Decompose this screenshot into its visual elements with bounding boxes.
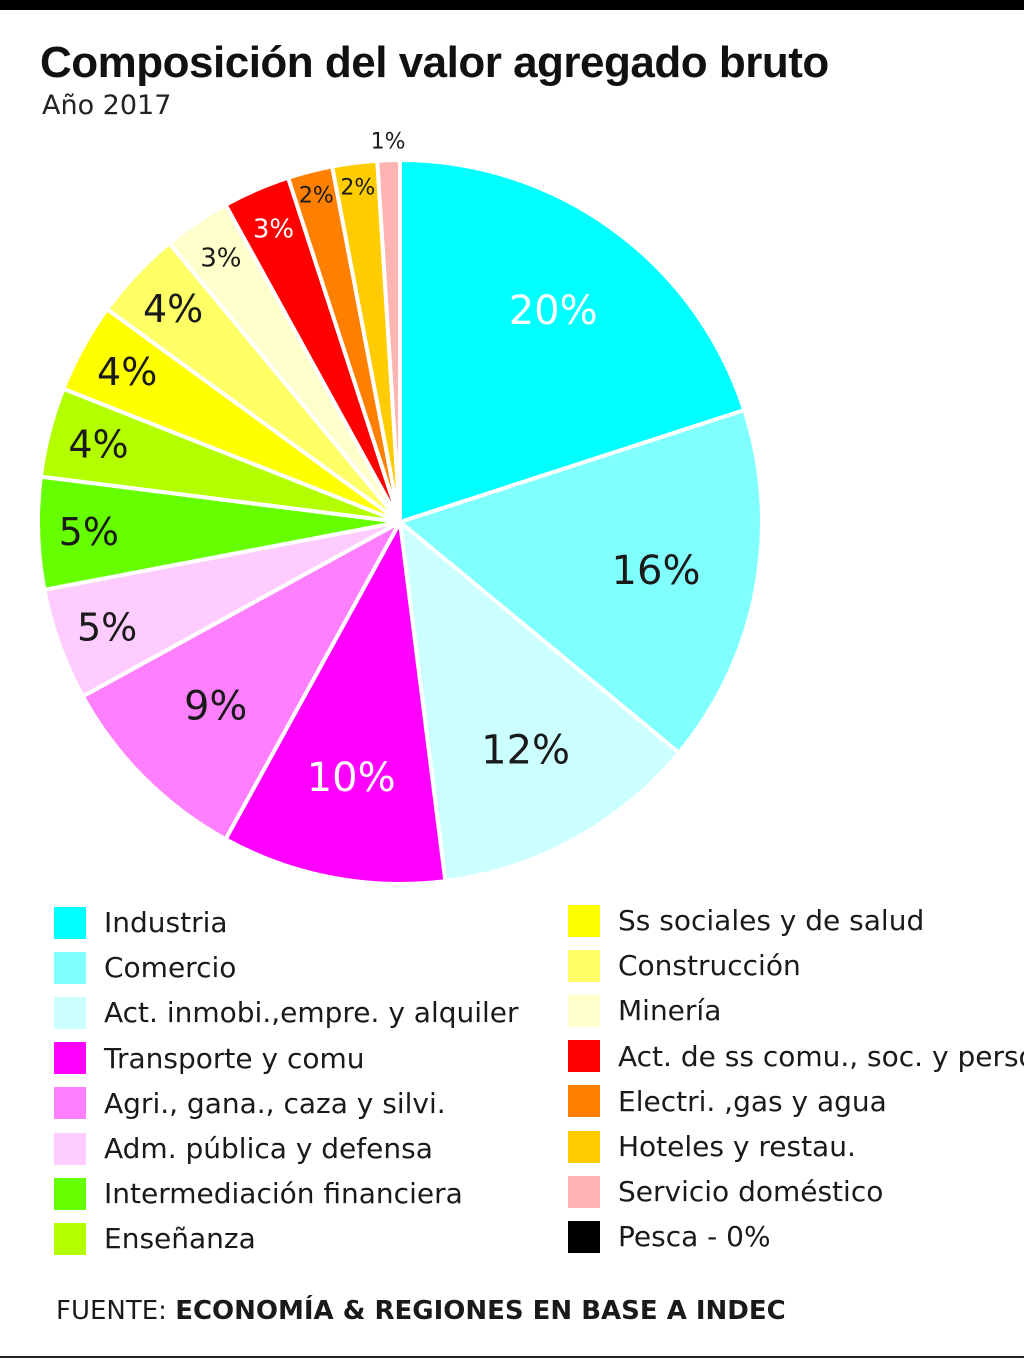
legend-swatch	[568, 904, 600, 937]
pie-slice	[398, 520, 681, 884]
pie-slice	[375, 157, 402, 524]
bottom-rule	[0, 1356, 1024, 1358]
legend-item: Enseñanza	[54, 1222, 256, 1255]
slice-value-label: 20%	[509, 288, 598, 334]
legend-swatch	[54, 1087, 86, 1120]
legend-swatch	[54, 996, 86, 1029]
chart-subtitle: Año 2017	[42, 90, 172, 121]
legend-label: Construcción	[618, 949, 801, 983]
source-text: ECONOMÍA & REGIONES EN BASE A INDEC	[175, 1296, 786, 1326]
legend-item: Adm. pública y defensa	[54, 1132, 433, 1165]
legend-swatch	[568, 949, 600, 982]
source-note: FUENTE: ECONOMÍA & REGIONES EN BASE A IN…	[56, 1296, 786, 1326]
legend-item: Servicio doméstico	[568, 1175, 883, 1208]
legend-swatch	[568, 1040, 600, 1073]
legend-item: Act. de ss comu., soc. y personales	[568, 1040, 1024, 1073]
legend-swatch	[54, 1177, 86, 1210]
legend-swatch	[568, 1220, 600, 1253]
pie-slice	[80, 520, 402, 842]
legend-label: Minería	[618, 994, 722, 1028]
legend-item: Intermediación financiera	[54, 1177, 463, 1210]
legend-item: Electri. ,gas y agua	[568, 1085, 887, 1118]
source-prefix: FUENTE:	[56, 1296, 176, 1326]
legend-label: Pesca - 0%	[618, 1220, 771, 1254]
legend-label: Act. de ss comu., soc. y personales	[618, 1039, 1024, 1073]
legend-swatch	[568, 1130, 600, 1163]
legend-label: Hoteles y restau.	[618, 1130, 856, 1163]
legend-swatch	[568, 994, 600, 1027]
legend-item: Industria	[54, 906, 228, 939]
slice-value-label: 10%	[307, 755, 396, 801]
slice-value-label: 2%	[299, 183, 334, 208]
legend-label: Agri., gana., caza y silvi.	[104, 1086, 446, 1120]
slice-value-label: 12%	[481, 727, 570, 773]
legend-item: Ss sociales y de salud	[568, 904, 924, 937]
legend-label: Servicio doméstico	[618, 1175, 884, 1209]
pie-chart: 20%16%12%10%9%5%5%4%4%4%3%3%2% 2%1%	[36, 130, 764, 887]
legend-label: Transporte y comu	[104, 1041, 365, 1075]
slice-value-label: 9%	[184, 683, 247, 729]
legend-label: Act. inmobi.,empre. y alquiler	[104, 996, 519, 1030]
legend-label: Industria	[104, 906, 228, 939]
top-bar	[0, 0, 1024, 10]
slice-value-label: 1%	[371, 130, 406, 155]
slice-value-label: 2%	[340, 176, 375, 201]
slice-value-label: 4%	[68, 423, 128, 467]
legend-swatch	[54, 1222, 86, 1255]
legend-item: Transporte y comu	[54, 1042, 365, 1075]
legend-label: Comercio	[104, 951, 237, 985]
pie-slice	[398, 158, 747, 524]
legend-item: Comercio	[54, 951, 236, 984]
legend-swatch	[568, 1175, 600, 1208]
slice-value-label: 16%	[612, 548, 701, 594]
legend-swatch	[568, 1085, 600, 1118]
legend-item: Agri., gana., caza y silvi.	[54, 1087, 446, 1120]
pie-slice	[398, 408, 764, 755]
legend-item: Pesca - 0%	[568, 1220, 771, 1253]
legend-item: Construcción	[568, 949, 801, 982]
slice-value-label: 4%	[143, 287, 203, 331]
legend-label: Ss sociales y de salud	[618, 904, 925, 937]
legend-label: Electri. ,gas y agua	[618, 1084, 887, 1118]
legend-item: Act. inmobi.,empre. y alquiler	[54, 996, 519, 1029]
slice-value-label: 5%	[77, 606, 137, 650]
slice-value-label: 4%	[97, 350, 157, 394]
legend-swatch	[54, 1132, 86, 1165]
legend-swatch	[54, 1042, 86, 1075]
chart-title: Composición del valor agregado bruto	[40, 38, 829, 87]
legend-label: Intermediación financiera	[104, 1177, 463, 1211]
legend-item: Hoteles y restau.	[568, 1130, 856, 1163]
legend-label: Adm. pública y defensa	[104, 1132, 433, 1165]
legend-swatch	[54, 906, 86, 939]
slice-value-label: 3%	[253, 215, 294, 245]
legend-label: Enseñanza	[104, 1222, 256, 1256]
pie-slice	[223, 520, 448, 887]
legend-swatch	[54, 951, 86, 984]
slice-value-label: 3%	[200, 244, 241, 274]
slice-value-label: 5%	[59, 510, 119, 554]
legend-item: Minería	[568, 994, 721, 1027]
